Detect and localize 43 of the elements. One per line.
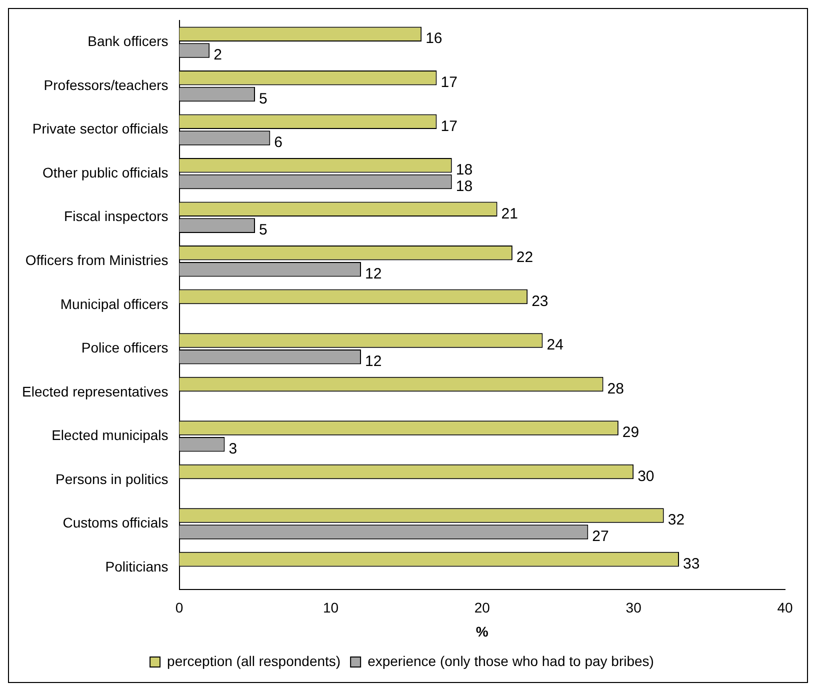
data-label: 16 <box>426 30 442 48</box>
data-label: 21 <box>501 205 518 222</box>
y-tick-label: Private sector officials <box>32 120 168 137</box>
data-label: 29 <box>622 424 640 442</box>
y-tick-label: Fiscal inspectors <box>64 208 168 224</box>
x-tick-label: 10 <box>322 600 339 616</box>
data-label: 17 <box>440 118 458 135</box>
data-label: 28 <box>607 380 624 398</box>
y-tick-label: Customs officials <box>62 514 168 531</box>
data-label: 22 <box>516 249 534 266</box>
data-label: 18 <box>456 178 473 195</box>
y-tick-label: Officers from Ministries <box>25 252 168 268</box>
y-tick-label: Elected municipals <box>52 427 168 444</box>
data-label: 30 <box>638 468 654 485</box>
data-label: 12 <box>365 265 382 282</box>
y-tick-label: Police officers <box>81 340 168 356</box>
data-label: 17 <box>440 74 458 91</box>
data-label: 12 <box>365 353 382 370</box>
data-label: 23 <box>532 292 548 310</box>
y-tick-label: Politicians <box>105 558 168 574</box>
data-label: 3 <box>228 440 238 458</box>
x-tick-label: 30 <box>626 600 642 616</box>
y-tick-label: Elected representatives <box>22 383 168 400</box>
data-label: 5 <box>259 90 268 108</box>
data-label: 18 <box>456 162 473 179</box>
data-label: 33 <box>683 555 700 572</box>
y-tick-label: Persons in politics <box>55 470 168 487</box>
legend-label: experience (only those who had to pay bribes) <box>368 652 654 669</box>
legend-label: perception (all respondents) <box>167 652 341 669</box>
data-label: 6 <box>274 134 282 152</box>
y-tick-label: Other public officials <box>42 164 168 180</box>
x-tick-label: 0 <box>175 600 184 616</box>
data-label: 32 <box>668 512 685 529</box>
data-label: 27 <box>592 528 609 546</box>
y-tick-label: Municipal officers <box>60 296 168 312</box>
data-label: 5 <box>259 222 268 239</box>
x-axis-title: % <box>476 623 489 640</box>
x-tick-label: 40 <box>777 600 793 616</box>
data-label: 2 <box>214 46 222 64</box>
y-tick-label: Bank officers <box>88 33 168 50</box>
y-tick-label: Professors/teachers <box>44 76 168 93</box>
x-tick-label: 20 <box>474 600 490 616</box>
data-label: 24 <box>546 336 564 354</box>
